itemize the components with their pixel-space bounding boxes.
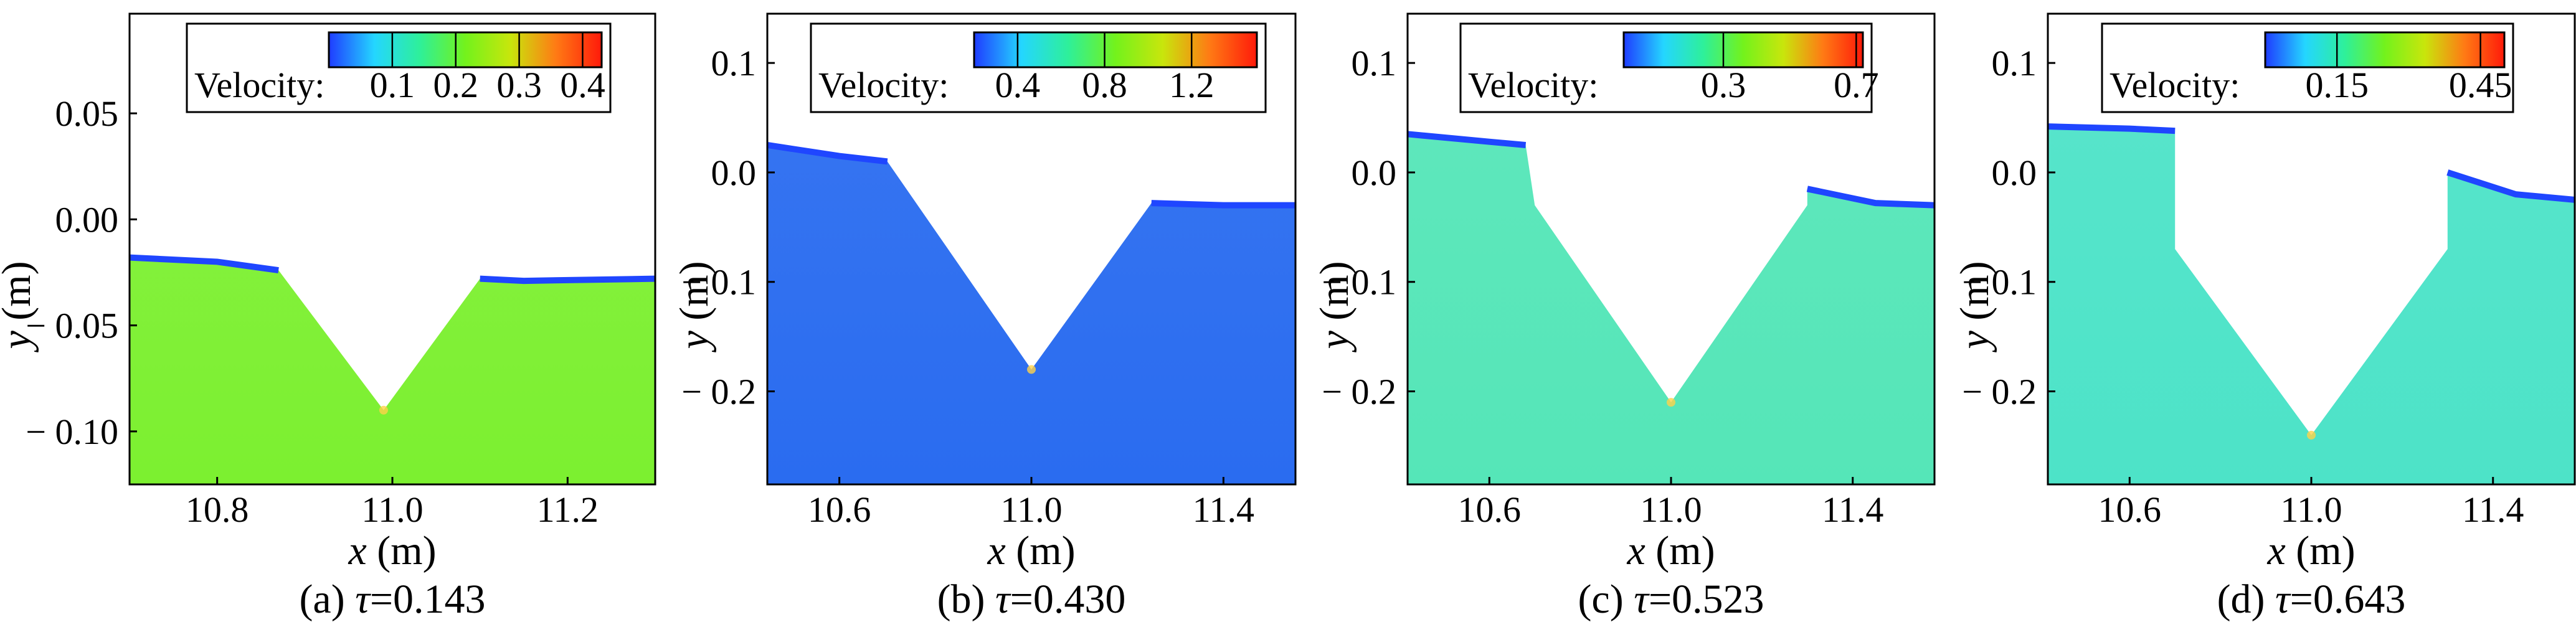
x-tick-label: 10.8: [186, 489, 249, 530]
velocity-legend: Velocity: 0.3 0.7: [1459, 22, 1879, 113]
colorbar: [328, 31, 603, 68]
legend-label: Velocity:: [818, 65, 949, 105]
velocity-field: [767, 144, 1295, 484]
y-tick-label: − 0.10: [26, 412, 118, 452]
y-tick-label: − 0.1: [1962, 262, 2037, 303]
free-surface-right: [1151, 200, 1295, 209]
y-tick-label: − 0.2: [681, 372, 756, 412]
legend-label: Velocity:: [194, 65, 324, 105]
y-tick-label: − 0.2: [1962, 372, 2037, 412]
y-tick-label: 0.1: [1352, 43, 1397, 83]
x-tick-label: 11.0: [1000, 489, 1062, 530]
y-tick-label: 0.1: [711, 43, 757, 83]
y-tick-label: − 0.2: [1322, 372, 1396, 412]
free-surface-left: [2048, 123, 2176, 134]
colorbar-tick-label: 0.3: [1701, 65, 1746, 105]
panel-d: 10.6 11.0 11.4 0.1 0.0 − 0.1 − 0.2 x (m) y (m) (d…: [1952, 12, 2576, 622]
velocity-legend: Velocity: 0.4 0.8 1.2: [810, 22, 1267, 113]
x-axis-label: x (m): [348, 528, 436, 573]
notch-tip: [1027, 365, 1036, 374]
panel-caption: (c) τ=0.523: [1578, 577, 1764, 622]
colorbar-tick-label: 0.4: [560, 65, 605, 105]
colorbar-tick-label: 0.7: [1834, 65, 1879, 105]
notch-tip: [2307, 430, 2316, 440]
y-tick-label: − 0.05: [26, 306, 118, 346]
x-tick-label: 11.4: [1822, 489, 1883, 530]
y-axis-label: y (m): [1952, 261, 1997, 352]
free-surface-right: [1806, 186, 1934, 209]
colorbar: [973, 31, 1258, 68]
y-tick-label: 0.00: [55, 199, 119, 240]
y-tick-label: 0.1: [1992, 43, 2037, 83]
colorbar-tick-label: 0.45: [2449, 65, 2512, 105]
y-tick-label: 0.0: [1992, 153, 2037, 193]
panel-c: 10.6 11.0 11.4 0.1 0.0 − 0.1 − 0.2 x (m) y (m) (c…: [1312, 12, 1936, 622]
y-tick-label: − 0.1: [1322, 262, 1396, 303]
x-axis-label: x (m): [2266, 528, 2355, 573]
x-tick-label: 11.4: [2462, 489, 2524, 530]
velocity-legend: Velocity: 0.1 0.2 0.3 0.4: [186, 22, 612, 113]
colorbar-tick-label: 0.3: [496, 65, 542, 105]
legend-label: Velocity:: [2110, 65, 2240, 105]
free-surface-right: [480, 275, 655, 285]
x-tick-label: 11.4: [1193, 489, 1254, 530]
panel-a: 10.8 11.0 11.2 0.05 0.00 − 0.05 − 0.10 x (m) y (…: [0, 12, 656, 622]
x-axis-label: x (m): [987, 528, 1075, 573]
free-surface-left: [1408, 131, 1527, 148]
x-tick-label: 11.2: [537, 489, 599, 530]
y-axis-label: y (m): [0, 261, 39, 352]
y-axis-label: y (m): [671, 261, 717, 352]
colorbar-tick-label: 0.2: [433, 65, 478, 105]
x-axis-label: x (m): [1626, 528, 1715, 573]
notch-tip: [379, 405, 388, 415]
x-tick-label: 11.0: [1640, 489, 1702, 530]
free-surface-left: [767, 142, 888, 165]
colorbar: [1622, 31, 1864, 68]
velocity-legend: Velocity: 0.15 0.45: [2101, 22, 2514, 113]
y-tick-label: − 0.1: [681, 262, 756, 303]
y-axis-label: y (m): [1312, 261, 1357, 352]
colorbar-tick-label: 1.2: [1169, 65, 1215, 105]
panel-caption: (a) τ=0.143: [299, 577, 485, 622]
legend-label: Velocity:: [1468, 65, 1598, 105]
colorbar-tick-label: 0.8: [1082, 65, 1127, 105]
x-tick-label: 10.6: [808, 489, 871, 530]
notch-tip: [1667, 398, 1675, 407]
x-tick-label: 11.0: [361, 489, 423, 530]
free-surface-right: [2446, 169, 2575, 203]
colorbar-tick-label: 0.15: [2305, 65, 2369, 105]
y-tick-label: 0.0: [711, 153, 757, 193]
x-tick-label: 10.6: [1458, 489, 1522, 530]
y-tick-label: 0.05: [55, 93, 119, 134]
colorbar-tick-label: 0.4: [995, 65, 1041, 105]
velocity-field: [130, 257, 655, 484]
colorbar: [2264, 31, 2506, 68]
panel-caption: (d) τ=0.643: [2217, 577, 2406, 622]
y-tick-label: 0.0: [1352, 153, 1397, 193]
panel-caption: (b) τ=0.430: [937, 577, 1126, 622]
free-surface-left: [130, 254, 279, 274]
x-tick-label: 10.6: [2098, 489, 2162, 530]
velocity-field: [1408, 134, 1934, 484]
velocity-field: [2048, 126, 2575, 484]
panel-b: 10.6 11.0 11.4 0.1 0.0 − 0.1 − 0.2 x (m) y (m) (b…: [671, 12, 1297, 622]
x-tick-label: 11.0: [2280, 489, 2342, 530]
colorbar-tick-label: 0.1: [370, 65, 415, 105]
